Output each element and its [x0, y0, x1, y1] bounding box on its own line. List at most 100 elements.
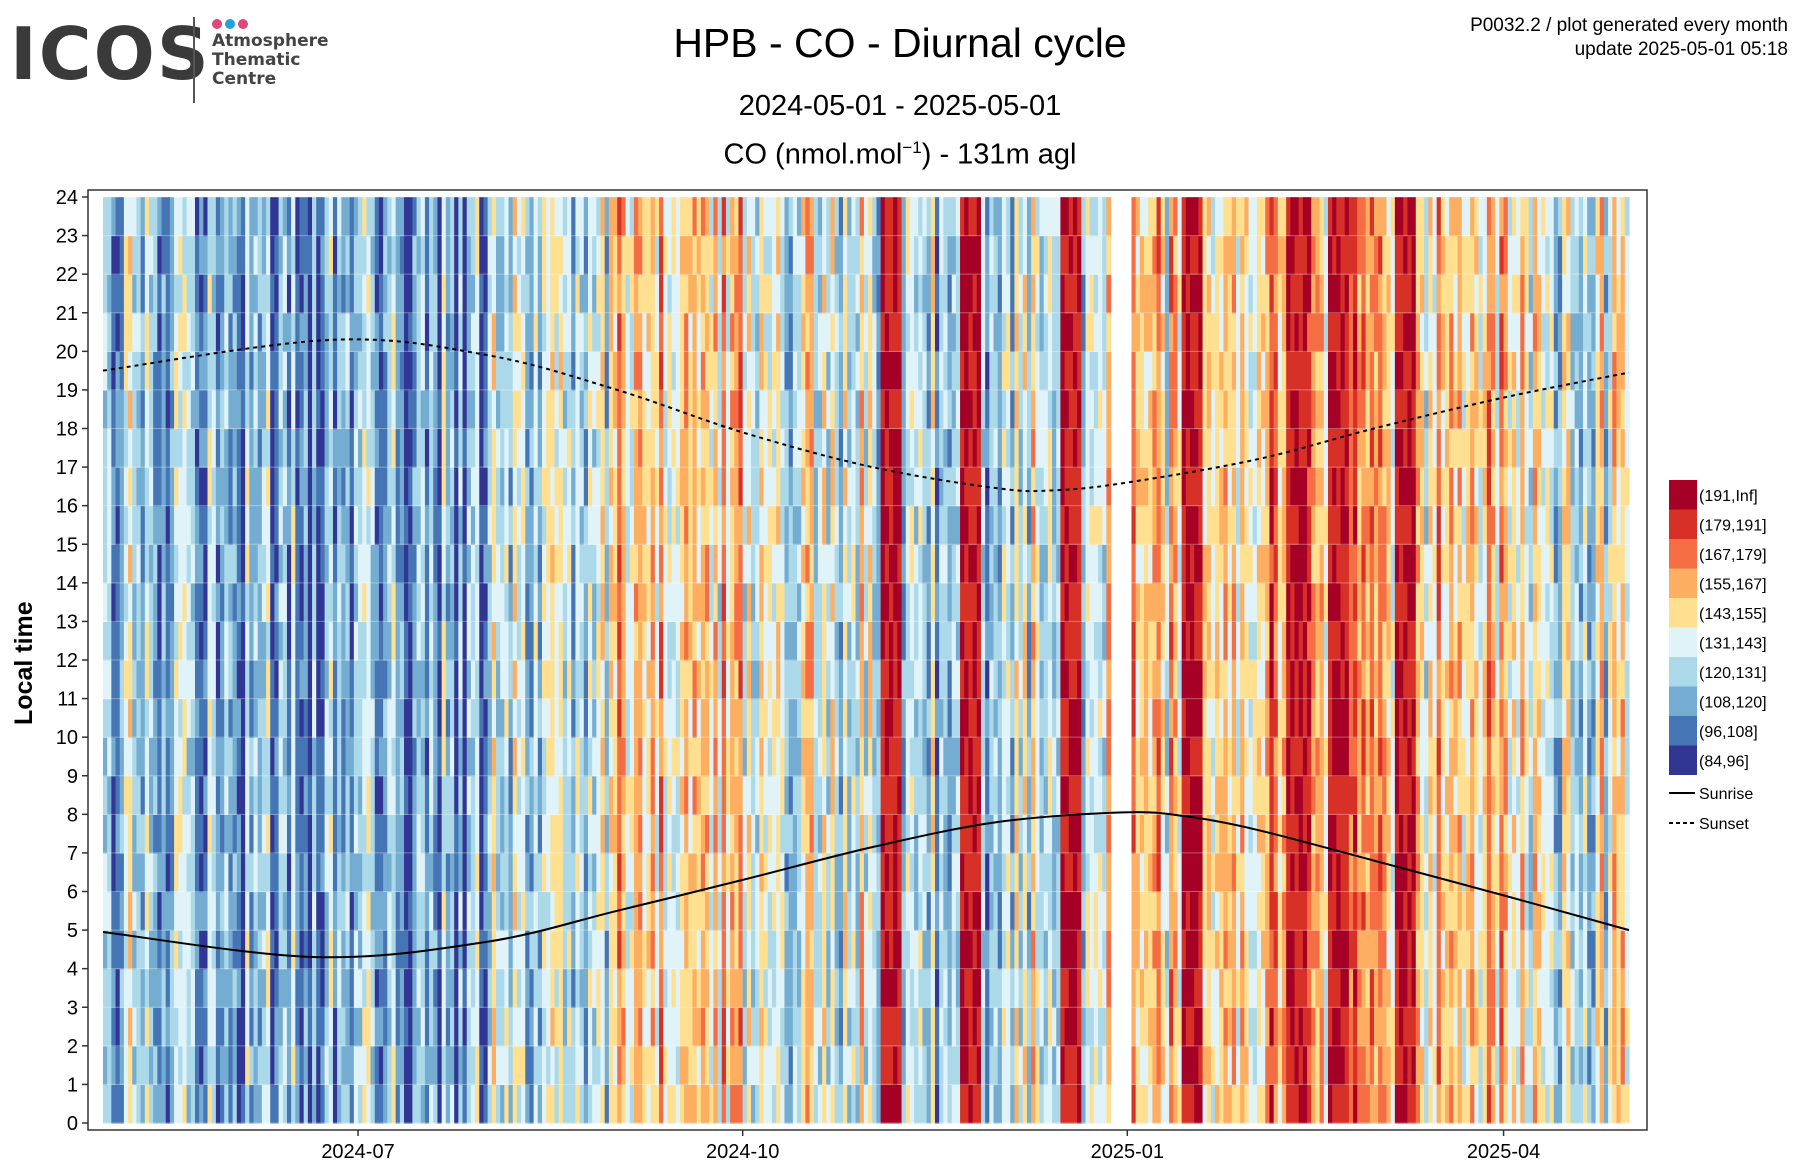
heatmap-cell [893, 351, 898, 391]
heatmap-cell [174, 737, 179, 777]
heatmap-cell [675, 698, 681, 738]
heatmap-cell [667, 582, 673, 623]
heatmap-cell [813, 775, 819, 815]
heatmap-cell [362, 428, 367, 468]
heatmap-cell [144, 968, 150, 1008]
heatmap-cell [240, 1007, 246, 1047]
heatmap-cell [232, 698, 238, 738]
heatmap-cell [412, 698, 418, 738]
heatmap-cell [341, 891, 347, 931]
heatmap-cell [165, 351, 171, 391]
heatmap-cell [554, 660, 560, 700]
heatmap-cell [115, 930, 121, 970]
heatmap-cell [646, 428, 652, 468]
heatmap-cell [194, 197, 200, 237]
heatmap-cell [646, 235, 652, 275]
heatmap-cell [496, 852, 501, 893]
heatmap-cell [960, 505, 965, 545]
heatmap-cell [328, 814, 334, 854]
heatmap-cell [199, 621, 204, 661]
heatmap-cell [696, 814, 702, 854]
heatmap-cell [153, 1084, 158, 1124]
heatmap-cell [792, 698, 798, 738]
heatmap-cell [876, 197, 882, 237]
heatmap-cell [755, 1007, 760, 1047]
heatmap-cell [625, 197, 631, 237]
heatmap-cell [717, 968, 723, 1008]
heatmap-cell [362, 814, 367, 854]
heatmap-cell [291, 351, 296, 391]
heatmap-cell [182, 389, 188, 430]
heatmap-cell [161, 775, 167, 815]
heatmap-cell [934, 930, 940, 970]
heatmap-cell [312, 1007, 317, 1047]
heatmap-cell [893, 582, 898, 623]
heatmap-cell [550, 1084, 556, 1124]
heatmap-cell [650, 467, 656, 507]
heatmap-cell [203, 274, 209, 314]
heatmap-cell [964, 582, 970, 623]
heatmap-cell [675, 737, 681, 777]
heatmap-cell [249, 968, 255, 1008]
heatmap-cell [562, 582, 568, 623]
heatmap-cell [207, 968, 213, 1008]
heatmap-cell [395, 351, 401, 391]
heatmap-cell [872, 274, 878, 314]
heatmap-cell [700, 351, 706, 391]
heatmap-cell [303, 428, 309, 468]
heatmap-cell [445, 1084, 451, 1124]
heatmap-cell [621, 505, 627, 545]
heatmap-cell [951, 428, 957, 468]
heatmap-cell [855, 389, 861, 430]
heatmap-cell [445, 467, 451, 507]
heatmap-cell [128, 852, 133, 893]
heatmap-cell [617, 428, 623, 468]
heatmap-cell [224, 389, 230, 430]
heatmap-cell [642, 891, 648, 931]
heatmap-cell [884, 621, 890, 661]
heatmap-cell [169, 274, 175, 314]
heatmap-cell [868, 197, 873, 237]
heatmap-cell [307, 891, 313, 931]
heatmap-cell [613, 621, 618, 661]
heatmap-cell [278, 582, 284, 623]
heatmap-cell [897, 660, 903, 700]
heatmap-cell [817, 467, 823, 507]
heatmap-cell [600, 775, 606, 815]
heatmap-cell [546, 737, 551, 777]
heatmap-cell [888, 968, 894, 1008]
heatmap-cell [604, 698, 610, 738]
heatmap-cell [203, 852, 209, 893]
heatmap-cell [324, 544, 330, 584]
heatmap-cell [888, 1084, 894, 1124]
heatmap-cell [575, 467, 581, 507]
heatmap-cell [654, 698, 660, 738]
heatmap-cell [667, 660, 673, 700]
heatmap-cell [746, 852, 752, 893]
heatmap-cell [642, 930, 648, 970]
heatmap-cell [391, 814, 397, 854]
heatmap-cell [521, 389, 526, 430]
heatmap-cell [174, 467, 179, 507]
heatmap-cell [450, 698, 455, 738]
heatmap-cell [893, 467, 898, 507]
heatmap-cell [328, 389, 334, 430]
heatmap-cell [955, 351, 961, 391]
heatmap-cell [671, 312, 677, 352]
heatmap-cell [964, 1007, 970, 1047]
heatmap-cell [692, 582, 698, 623]
heatmap-cell [717, 197, 723, 237]
heatmap-cell [709, 389, 714, 430]
heatmap-cell [792, 814, 798, 854]
heatmap-cell [215, 1045, 221, 1086]
heatmap-cell [851, 930, 857, 970]
heatmap-cell [868, 274, 873, 314]
heatmap-cell [128, 197, 133, 237]
heatmap-cell [776, 505, 781, 545]
heatmap-cell [445, 775, 451, 815]
heatmap-cell [266, 814, 271, 854]
heatmap-cell [119, 660, 125, 700]
heatmap-cell [433, 891, 439, 931]
heatmap-cell [186, 891, 192, 931]
heatmap-cell [182, 775, 188, 815]
